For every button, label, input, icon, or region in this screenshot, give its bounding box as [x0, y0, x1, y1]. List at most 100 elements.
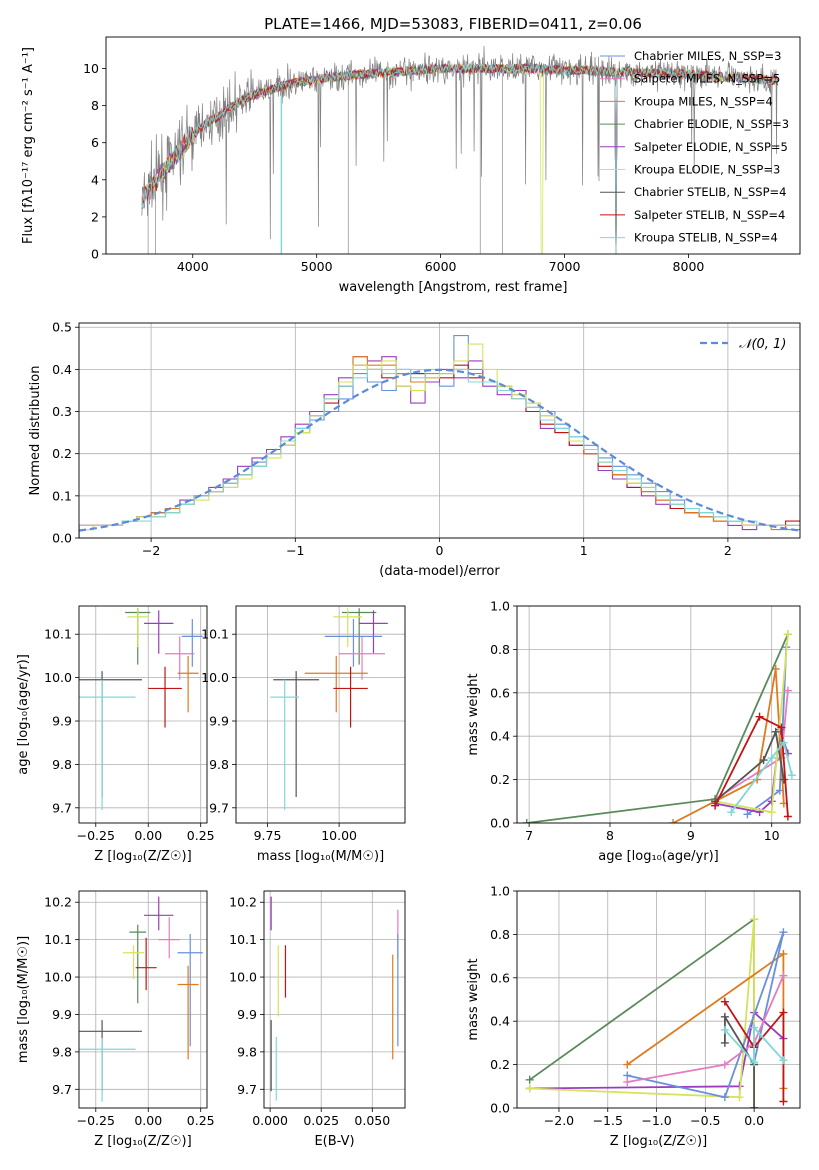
- axes-frame: [516, 605, 801, 824]
- mass-weight-marker: [522, 819, 531, 823]
- x-tick-label: 10.00: [321, 828, 357, 843]
- model-spectrum-line: [141, 62, 778, 254]
- axes-frame: [235, 605, 406, 824]
- x-tick-label: 10: [764, 828, 780, 843]
- y-tick-label: 0.2: [52, 446, 72, 461]
- x-tick-label: 0.25: [187, 1113, 215, 1128]
- legend-entry-label: Salpeter ELODIE, N_SSP=5: [634, 140, 788, 154]
- grid-lines: [79, 323, 800, 539]
- mass-weight-marker: [720, 1038, 729, 1047]
- panel-6: −0.25 0.00 0.25 9.7 9.8 9.9 10.0 10.1 10.2 Z [log…: [16, 890, 215, 1149]
- legend-entry-label: Kroupa MILES, N_SSP=4: [634, 94, 773, 108]
- mass-weight-marker: [727, 808, 736, 817]
- chart-title: PLATE=1466, MJD=53083, FIBERID=0411, z=0…: [264, 15, 642, 33]
- y-tick-label: 10.2: [229, 895, 257, 910]
- x-tick-label: 0.050: [354, 1113, 390, 1128]
- y-tick-label: 0.4: [490, 1014, 510, 1029]
- y-tick-label: 9.9: [209, 714, 229, 729]
- y-tick-label: 0.4: [490, 729, 510, 744]
- y-tick-label: 9.9: [237, 1007, 257, 1022]
- y-tick-label: 0.0: [490, 816, 510, 831]
- legend-entry-label: Chabrier MILES, N_SSP=3: [634, 49, 781, 63]
- model-spectrum-line: [141, 62, 779, 254]
- mass-weight-marker: [767, 808, 776, 817]
- panel-3: −0.25 0.00 0.25 9.7 9.8 9.9 10.0 10.1 Z [log₁₀(Z…: [16, 605, 215, 864]
- plot-area: [270, 608, 388, 810]
- x-tick-label: 4000: [177, 259, 209, 274]
- model-spectrum-line: [141, 62, 779, 254]
- x-tick-label: 0.25: [187, 828, 215, 843]
- mass-weight-marker: [623, 1060, 632, 1069]
- x-tick-label: −0.25: [77, 1113, 115, 1128]
- y-tick-label: 2: [91, 209, 99, 224]
- y-tick-label: 9.8: [52, 757, 72, 772]
- mass-weight-marker: [669, 819, 678, 823]
- mass-weight-marker: [783, 630, 792, 639]
- panel-4: 9.75 10.00 9.7 9.8 9.9 10.0 10.1 mass [log₁₀(M/…: [201, 605, 406, 864]
- x-tick-label: 0.00: [134, 828, 162, 843]
- panel-1: 4000 5000 6000 7000 8000 0 2 4 6 8 10 wavelength [A…: [21, 15, 801, 295]
- x-tick-label: −0.5: [690, 1113, 720, 1128]
- panel-8: −2.0 −1.5 −1.0 −0.5 0.0 0.0 0.2 0.4 0.6 0.8 1.0 Z […: [466, 884, 801, 1149]
- mass-weight-marker: [525, 1084, 534, 1093]
- axes-frame: [78, 605, 208, 824]
- x-axis-label: Z [log₁₀(Z/Z☉)]: [610, 1134, 707, 1149]
- mass-weight-marker: [779, 1056, 788, 1065]
- model-spectrum-line: [141, 62, 779, 254]
- legend-entry-label: Kroupa STELIB, N_SSP=4: [634, 231, 778, 245]
- mass-weight-marker: [750, 1058, 759, 1067]
- legend-entry-label: Salpeter STELIB, N_SSP=4: [634, 208, 785, 222]
- x-tick-label: −1.0: [641, 1113, 671, 1128]
- mass-weight-marker: [759, 756, 768, 765]
- mass-weight-marker: [783, 812, 792, 821]
- mass-weight-marker: [720, 1025, 729, 1034]
- mass-weight-marker: [720, 1060, 729, 1069]
- mass-weight-marker: [735, 1093, 744, 1102]
- y-tick-label: 0.5: [52, 320, 72, 335]
- mass-weight-marker: [787, 771, 796, 780]
- mass-weight-marker: [779, 1008, 788, 1017]
- y-tick-label: 0: [91, 247, 99, 262]
- mass-weight-marker: [720, 997, 729, 1006]
- mass-weight-marker: [779, 775, 788, 784]
- y-tick-label: 10.1: [201, 627, 229, 642]
- y-tick-label: 10.0: [229, 970, 257, 985]
- plot-area: [522, 630, 796, 823]
- y-tick-label: 9.7: [209, 800, 229, 815]
- x-axis-label: Z [log₁₀(Z/Z☉)]: [94, 1134, 191, 1149]
- mass-weight-marker: [779, 738, 788, 747]
- plot-area: [525, 915, 788, 1108]
- legend-entry-label: 𝒩(0, 1): [739, 337, 786, 352]
- mass-weight-marker: [750, 1023, 759, 1032]
- legend-entry-label: Salpeter MILES, N_SSP=5: [634, 72, 780, 86]
- y-axis-label: mass [log₁₀(M/M☉)]: [16, 936, 31, 1063]
- x-tick-label: −0.25: [77, 828, 115, 843]
- grid-lines: [79, 891, 207, 1108]
- mass-weight-marker: [711, 801, 720, 810]
- y-tick-label: 9.9: [52, 1007, 72, 1022]
- y-tick-label: 0.8: [490, 927, 510, 942]
- y-tick-label: 10.0: [44, 970, 72, 985]
- axes-frame: [78, 322, 801, 539]
- x-tick-label: 9.75: [254, 828, 282, 843]
- y-tick-label: 0.4: [52, 362, 72, 377]
- y-tick-label: 0.2: [490, 1057, 510, 1072]
- mass-weight-marker: [750, 1104, 759, 1108]
- mass-weight-marker: [779, 928, 788, 937]
- grid-lines: [517, 605, 800, 824]
- plot-area: [270, 896, 399, 1101]
- plot-area: [79, 896, 203, 1102]
- y-tick-label: 10.2: [44, 895, 72, 910]
- x-tick-label: 8000: [673, 259, 705, 274]
- mass-weight-line: [627, 931, 785, 1099]
- y-tick-label: 9.7: [52, 1082, 72, 1097]
- y-tick-label: 0.8: [490, 642, 510, 657]
- model-spectrum-line: [141, 62, 779, 254]
- x-tick-label: 7000: [549, 259, 581, 274]
- axes-frame: [263, 890, 406, 1109]
- y-axis-label: mass weight: [466, 958, 481, 1040]
- histogram-step-line: [79, 368, 800, 538]
- x-tick-label: 9: [687, 828, 695, 843]
- mass-weight-marker: [720, 1093, 729, 1102]
- x-tick-label: 0.0: [744, 1113, 764, 1128]
